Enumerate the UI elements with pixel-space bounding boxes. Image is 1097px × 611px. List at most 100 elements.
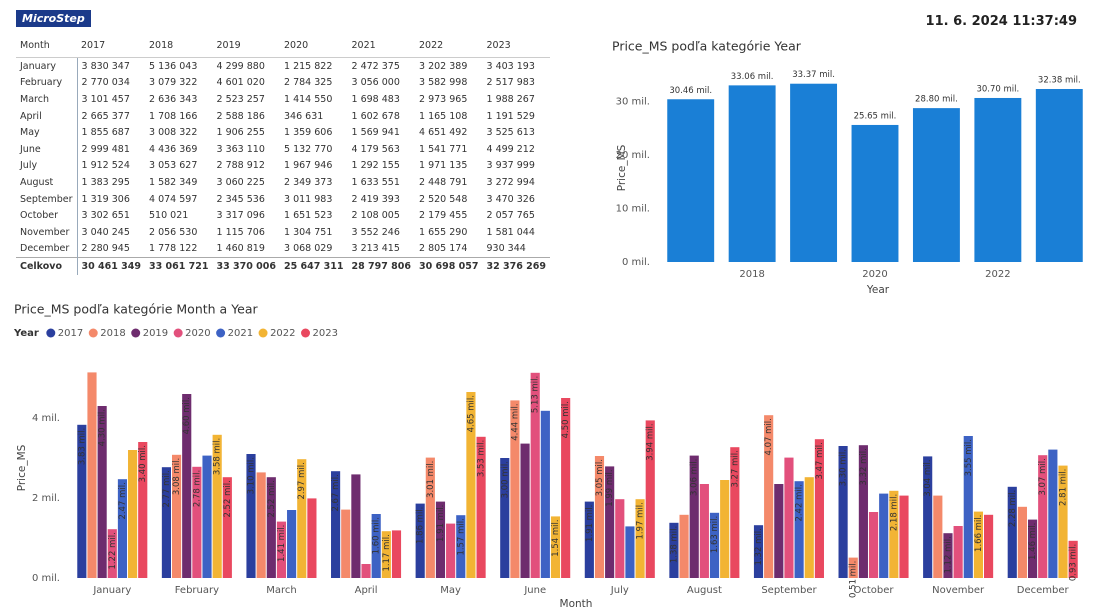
bar — [1048, 449, 1058, 578]
table-cell: 28 797 806 — [347, 257, 416, 275]
bar — [848, 557, 858, 578]
bar — [923, 456, 933, 578]
table-cell: 1 414 550 — [284, 93, 333, 105]
table-cell: 2 636 343 — [149, 93, 198, 105]
data-label: 1.91 mil. — [436, 505, 446, 542]
data-label: 1.17 mil. — [382, 534, 392, 571]
table-cell: 2 345 536 — [216, 193, 265, 205]
table-row: June 2 999 481 4 436 369 3 363 110 5 132 770… — [16, 140, 550, 158]
table-cell: August — [16, 174, 78, 191]
table-cell: 3 011 983 — [284, 193, 333, 205]
y-tick-label: 4 mil. — [32, 413, 60, 424]
table-row: December 2 280 945 1 778 122 1 460 819 3 068… — [16, 240, 550, 258]
table-cell: 3 101 457 — [81, 93, 130, 105]
table-row: May 1 855 687 3 008 322 1 906 255 1 359 606 1… — [16, 124, 550, 141]
table-cell: 5 136 043 — [149, 60, 198, 72]
table-cell: 2 770 034 — [81, 77, 130, 89]
table-cell: 4 179 563 — [351, 143, 400, 155]
table-cell: March — [16, 91, 78, 108]
bar — [1058, 465, 1068, 578]
chart-title: Price_MS podľa kategórie Month a Year — [14, 302, 259, 317]
bar — [868, 512, 879, 578]
data-label: 4.50 mil. — [561, 401, 571, 438]
bar — [276, 521, 287, 578]
table-cell: 1 581 044 — [486, 226, 535, 238]
table-row: February 2 770 034 3 079 322 4 601 020 2 784… — [16, 74, 550, 92]
data-label: 1.32 mil. — [754, 528, 764, 565]
bar — [530, 372, 540, 578]
table-cell: 3 317 096 — [216, 210, 265, 222]
column-header: Month — [16, 40, 78, 58]
bar — [500, 458, 510, 578]
table-cell: 2 056 530 — [149, 226, 198, 238]
column-header: 2021 — [347, 40, 416, 58]
bar — [192, 466, 202, 578]
x-tick-label: April — [355, 585, 378, 596]
bar — [361, 564, 371, 578]
legend-swatch — [46, 328, 56, 338]
bar — [117, 479, 128, 578]
data-label: 1.54 mil. — [551, 519, 561, 556]
table-cell: 3 582 998 — [419, 77, 468, 89]
y-tick-label: 10 mil. — [616, 204, 650, 215]
table-cell: 1 651 523 — [284, 210, 333, 222]
data-label: 2.78 mil. — [192, 470, 202, 507]
bar — [1027, 519, 1038, 578]
table-cell: 1 855 687 — [81, 127, 130, 139]
table-cell: 32 376 269 — [482, 257, 551, 275]
table-cell: 1 698 483 — [351, 93, 400, 105]
x-tick-label: June — [523, 585, 546, 596]
y-tick-label: 0 mil. — [622, 257, 650, 268]
legend-label: 2021 — [228, 328, 253, 339]
data-label: 0.51 mil. — [849, 561, 859, 598]
data-label: 3.40 mil. — [138, 445, 148, 482]
data-label: 4.44 mil. — [510, 403, 520, 440]
table-cell: 3 937 999 — [486, 160, 535, 172]
table-cell: 1 582 349 — [149, 176, 198, 188]
table-cell: 930 344 — [486, 243, 526, 255]
table-cell: 1 319 306 — [81, 193, 130, 205]
bar — [615, 499, 625, 578]
bar — [753, 525, 764, 578]
table-cell: 33 370 006 — [212, 257, 281, 275]
data-label: 1.97 mil. — [636, 502, 646, 539]
data-label: 4.07 mil. — [764, 418, 774, 455]
data-label: 1.22 mil. — [108, 532, 118, 569]
x-tick-label: 2020 — [862, 269, 887, 280]
legend-swatch — [301, 328, 311, 338]
data-label: 2.52 mil. — [223, 480, 233, 517]
bar — [550, 516, 561, 578]
table-cell: 2 448 791 — [419, 176, 468, 188]
bar — [351, 474, 361, 578]
data-label: 3.27 mil. — [730, 450, 740, 487]
bar — [371, 514, 381, 578]
data-label: 3.08 mil. — [172, 458, 182, 495]
bar — [804, 477, 814, 578]
table-cell: 3 552 246 — [351, 226, 400, 238]
table-cell: 2 665 377 — [81, 110, 130, 122]
x-tick-label: August — [687, 585, 722, 596]
table-cell: 2 973 965 — [419, 93, 468, 105]
column-header: 2022 — [415, 40, 483, 58]
bar — [202, 455, 212, 578]
bar — [667, 99, 715, 263]
data-label: 32.38 mil. — [1038, 75, 1081, 85]
table-cell: 3 272 994 — [486, 176, 535, 188]
data-label: 1.99 mil. — [605, 469, 615, 506]
table-row: Celkovo 30 461 349 33 061 721 33 370 006 25 … — [16, 257, 551, 275]
table-cell: 1 708 166 — [149, 110, 198, 122]
table-cell: 2 784 325 — [284, 77, 333, 89]
table-cell: 1 304 751 — [284, 226, 333, 238]
data-label: 3.55 mil. — [964, 439, 974, 476]
table-cell: 2 520 548 — [419, 193, 468, 205]
data-label: 1.63 mil. — [710, 516, 720, 553]
bar — [943, 533, 953, 578]
table-cell: 4 299 880 — [216, 60, 265, 72]
table-cell: 2 179 455 — [419, 210, 468, 222]
bar — [520, 443, 530, 578]
x-tick-label: October — [854, 585, 895, 596]
bar — [446, 523, 456, 578]
table-cell: 2 349 373 — [284, 176, 333, 188]
bar — [246, 454, 256, 578]
table-cell: 2 280 945 — [81, 243, 130, 255]
